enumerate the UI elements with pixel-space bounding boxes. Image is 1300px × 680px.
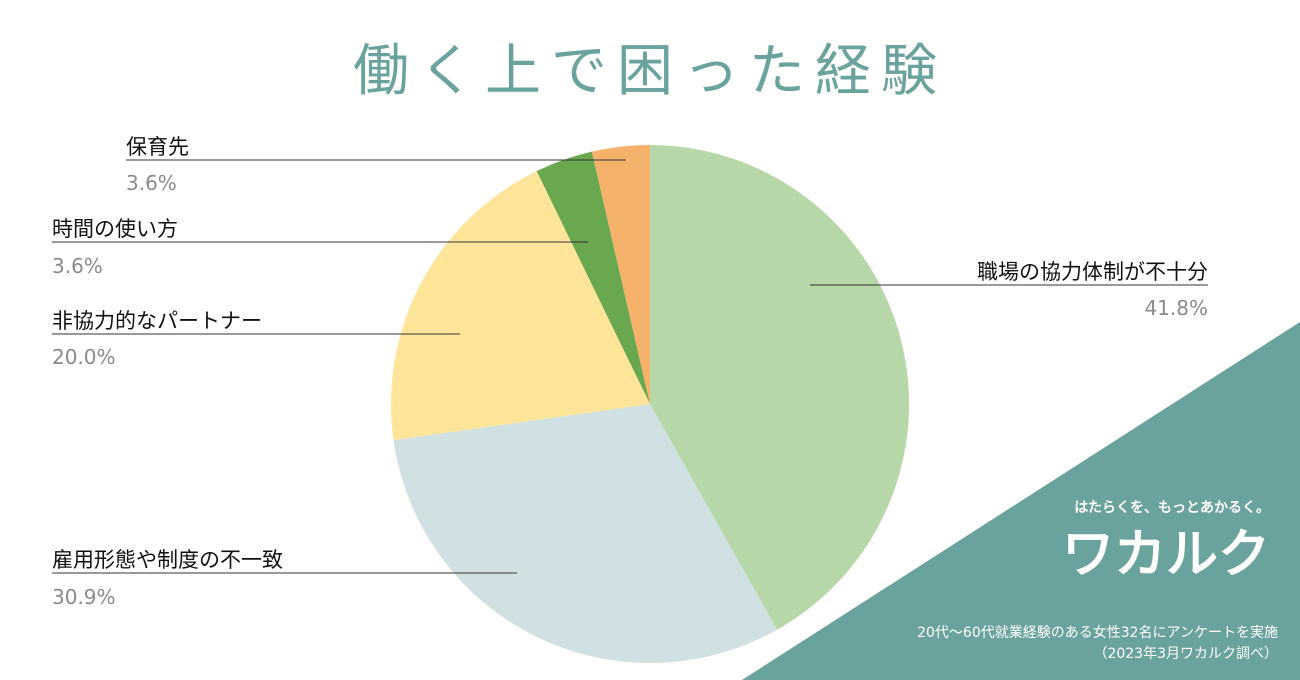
pie [391, 145, 909, 663]
footnote-source: （2023年3月ワカルク調べ） [1093, 646, 1278, 662]
footnote-survey: 20代〜60代就業経験のある女性32名にアンケートを実施 [917, 624, 1278, 641]
pie-slice-workplace-support [650, 145, 909, 630]
label-workplace-support: 職場の協力体制が不十分 [977, 260, 1208, 284]
value-uncooperative-partner: 20.0% [52, 345, 116, 369]
value-employment-system: 30.9% [52, 585, 116, 609]
brand-logo: ワカルク [1062, 525, 1270, 585]
brand-tagline: はたらくを、もっとあかるく。 [1074, 500, 1270, 516]
label-uncooperative-partner: 非協力的なパートナー [52, 309, 262, 333]
value-childcare: 3.6% [126, 171, 177, 195]
label-employment-system: 雇用形態や制度の不一致 [52, 548, 283, 572]
pie-slice-time-management [536, 151, 650, 404]
label-childcare: 保育先 [126, 135, 189, 159]
value-workplace-support: 41.8% [1144, 296, 1208, 320]
label-time-management: 時間の使い方 [52, 217, 178, 241]
value-time-management: 3.6% [52, 254, 103, 278]
pie-slice-uncooperative-partner [391, 171, 650, 441]
pie-slice-employment-system [393, 404, 778, 663]
pie-slice-childcare [591, 145, 650, 404]
brand-triangle [742, 322, 1300, 680]
chart-title: 働く上で困った経験 [353, 39, 947, 104]
